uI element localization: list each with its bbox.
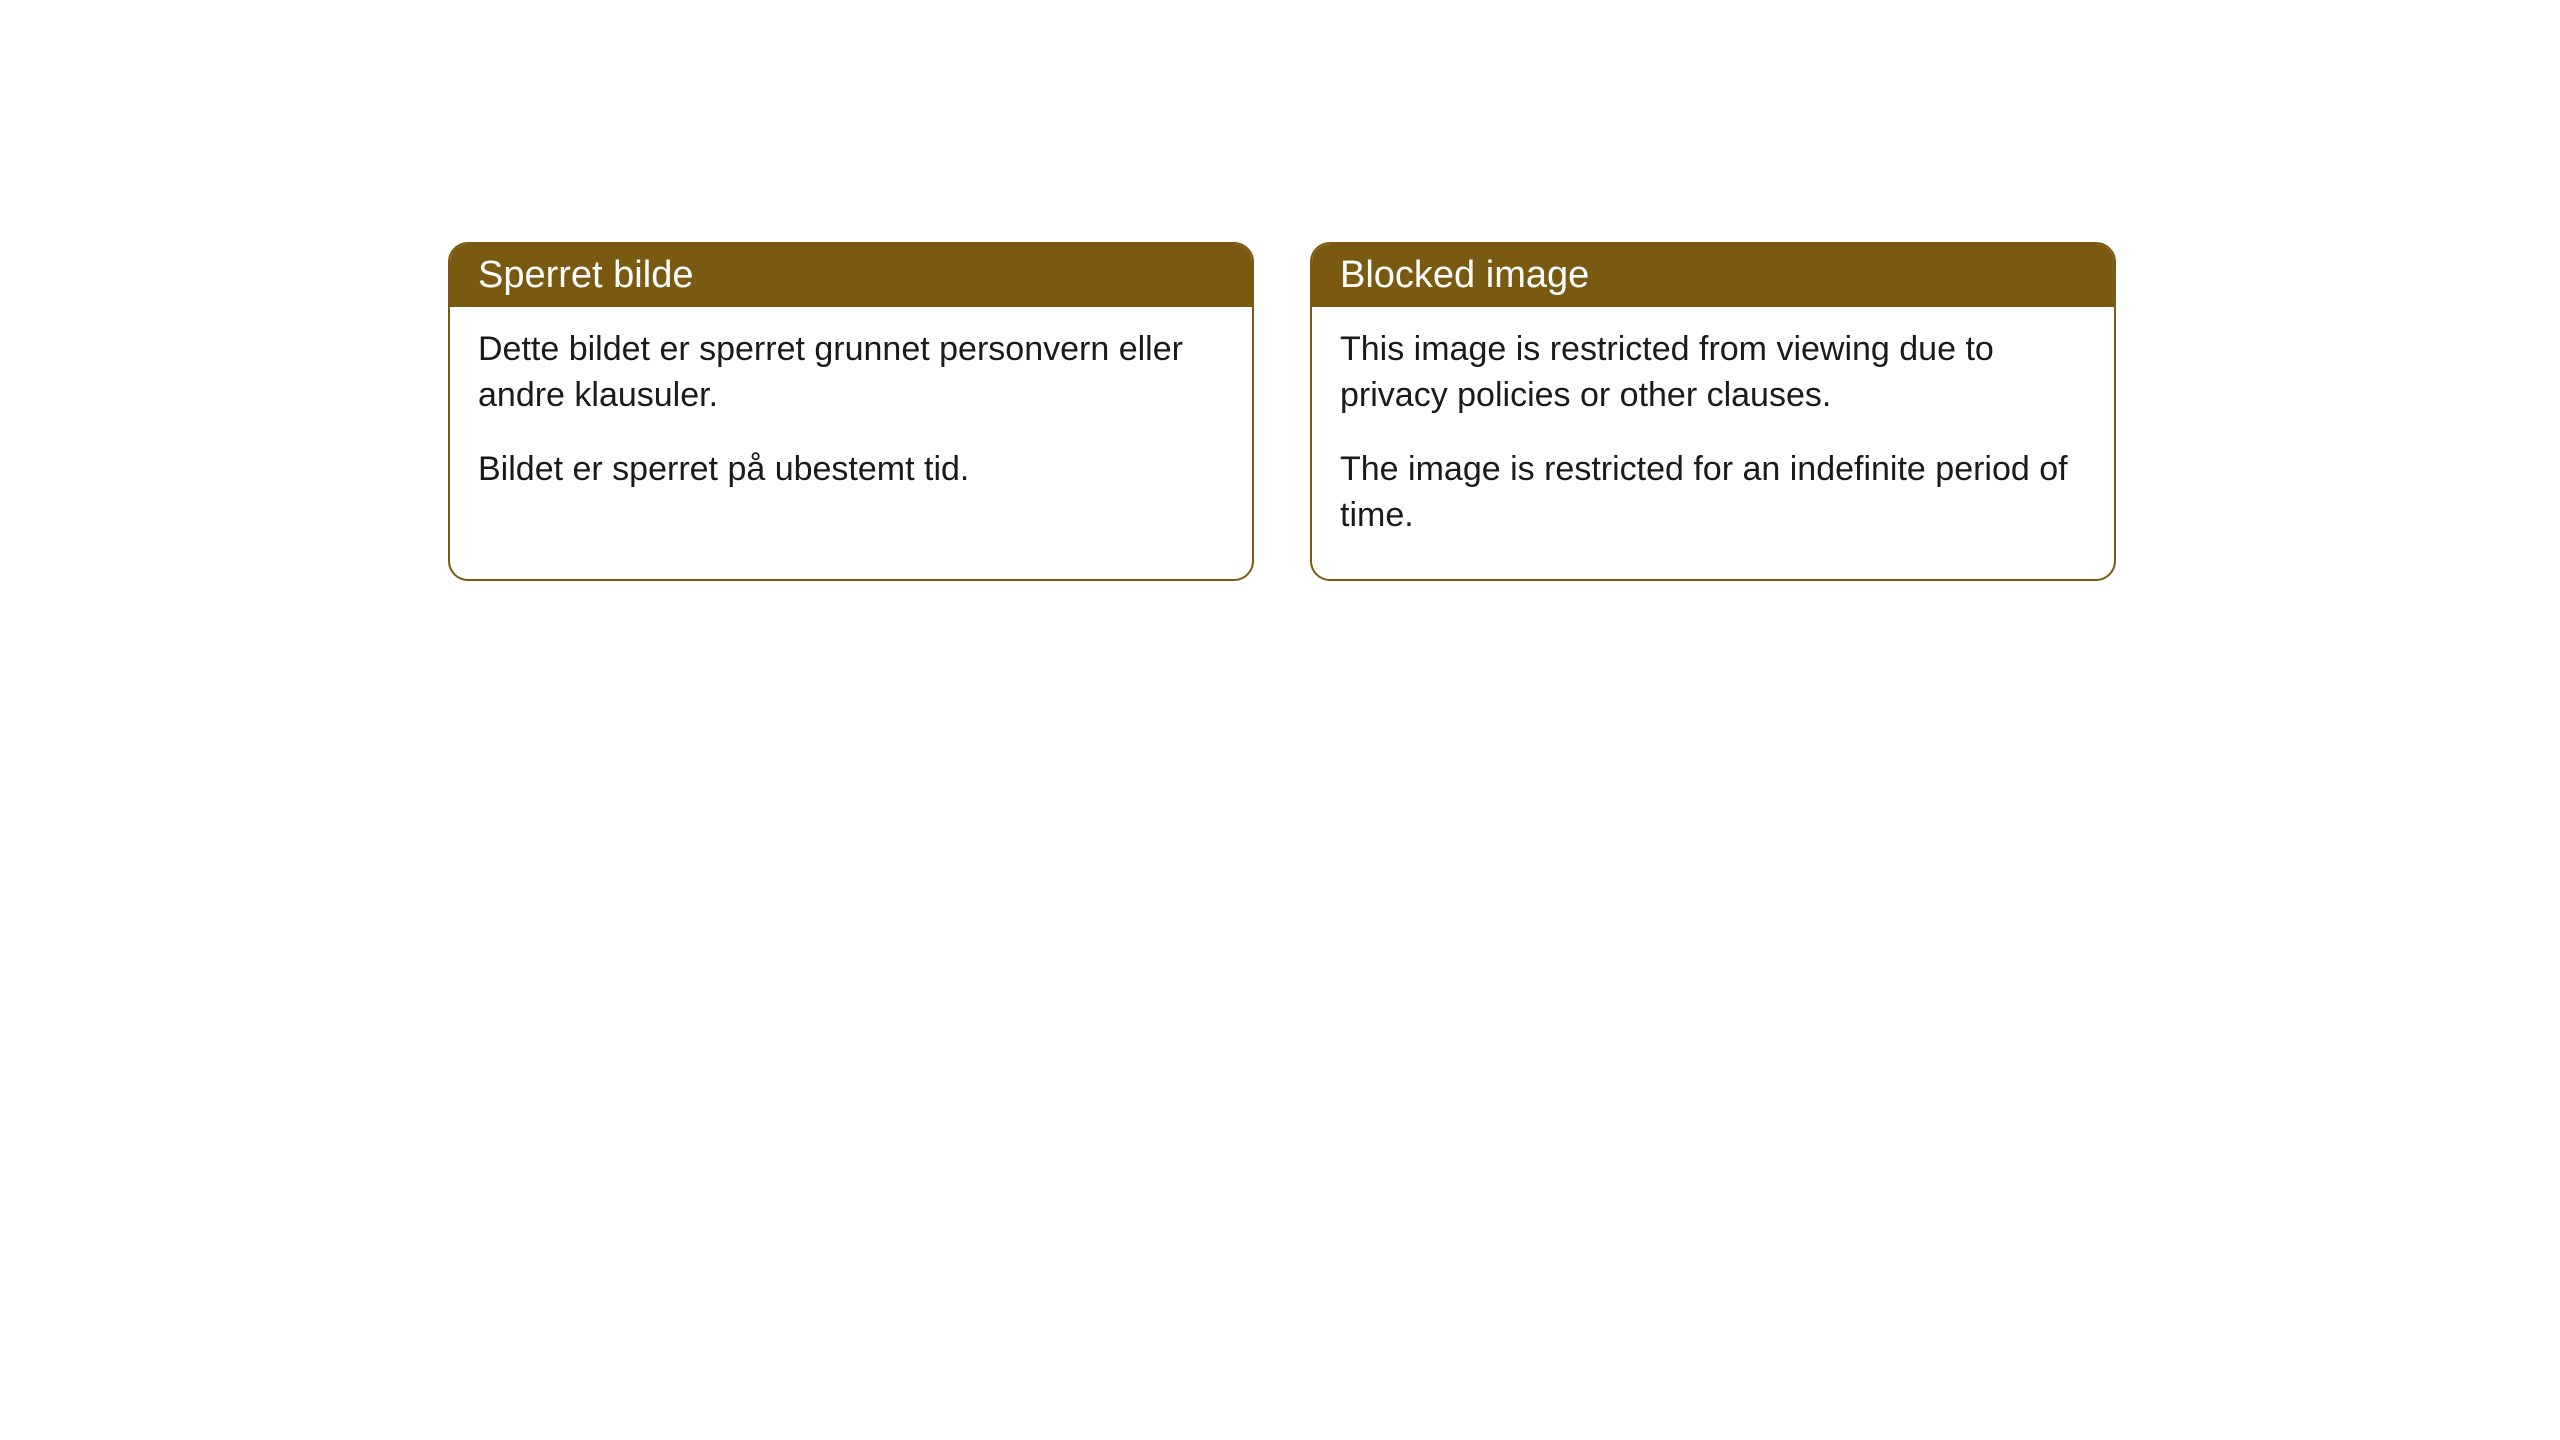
norwegian-paragraph-1: Dette bildet er sperret grunnet personve… <box>478 327 1224 419</box>
norwegian-paragraph-2: Bildet er sperret på ubestemt tid. <box>478 447 1224 493</box>
notice-cards-container: Sperret bilde Dette bildet er sperret gr… <box>448 242 2116 581</box>
norwegian-card-body: Dette bildet er sperret grunnet personve… <box>450 307 1252 533</box>
english-paragraph-2: The image is restricted for an indefinit… <box>1340 447 2086 539</box>
norwegian-card-title: Sperret bilde <box>450 244 1252 307</box>
norwegian-notice-card: Sperret bilde Dette bildet er sperret gr… <box>448 242 1254 581</box>
english-notice-card: Blocked image This image is restricted f… <box>1310 242 2116 581</box>
english-card-title: Blocked image <box>1312 244 2114 307</box>
english-card-body: This image is restricted from viewing du… <box>1312 307 2114 579</box>
english-paragraph-1: This image is restricted from viewing du… <box>1340 327 2086 419</box>
